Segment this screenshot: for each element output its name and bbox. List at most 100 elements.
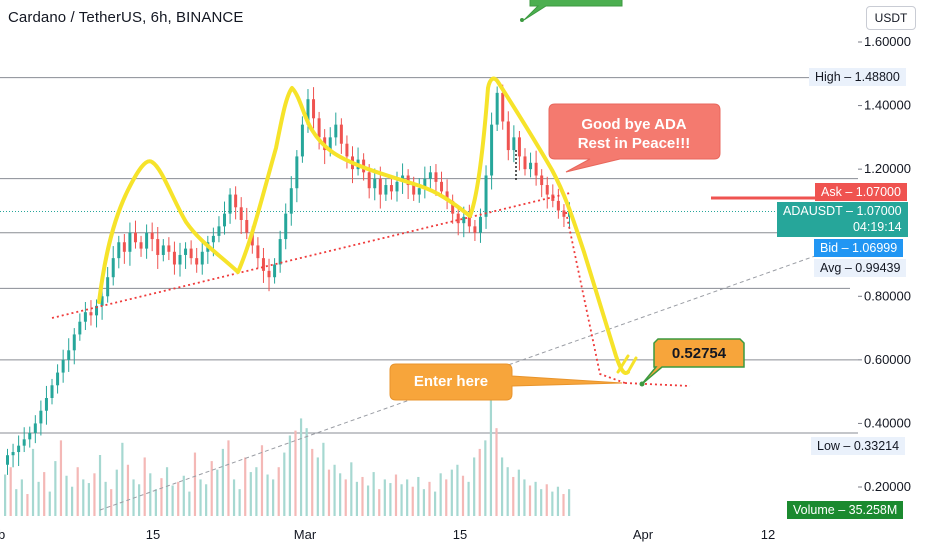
candle-body: [517, 137, 521, 157]
candle-body: [556, 200, 560, 211]
candle-body: [117, 242, 121, 259]
candle-body: [156, 239, 160, 255]
candle-body: [456, 213, 460, 224]
volume-bar: [551, 491, 554, 516]
candle-body: [83, 312, 87, 322]
last-price-label: ADAUSDT – 1.07000 04:19:14: [777, 202, 908, 237]
head-and-shoulders-drawing: [97, 76, 630, 375]
volume-bar: [260, 445, 264, 516]
candle-body: [172, 251, 176, 265]
x-tick-label: Mar: [294, 527, 317, 542]
candle-body: [445, 191, 449, 201]
candle-body: [17, 445, 21, 453]
volume-bar: [15, 489, 18, 516]
low-label: Low – 0.33214: [811, 437, 906, 455]
volume-bar: [439, 473, 442, 516]
candle-body: [328, 137, 332, 151]
high-label-name: High: [815, 70, 841, 84]
currency-button[interactable]: USDT: [866, 6, 916, 30]
volume-bar: [104, 481, 107, 516]
candle-body: [239, 207, 243, 220]
goodbye-text-line1: Good bye ADA: [581, 116, 686, 133]
candle-body: [78, 321, 82, 335]
candle-body: [317, 118, 321, 138]
volume-bar: [366, 485, 370, 516]
y-tick-label: 0.60000: [864, 352, 911, 367]
bid-label-value: 1.06999: [852, 241, 898, 255]
volume-bar: [517, 469, 520, 516]
candle-body: [545, 185, 549, 195]
drawing-arrowhead: [616, 354, 638, 374]
x-tick-label: 15: [146, 527, 160, 542]
candle-body: [490, 124, 494, 176]
candle-body: [289, 188, 293, 214]
volume-bar: [43, 472, 46, 516]
volume-bar: [422, 489, 426, 516]
candle-body: [278, 239, 282, 265]
low-label-value: 0.33214: [853, 439, 900, 453]
volume-bar: [500, 457, 504, 516]
candles: [6, 84, 571, 475]
candle-body: [345, 143, 349, 157]
volume-bar: [305, 428, 308, 516]
volume-bar: [188, 491, 191, 516]
volume-bar: [495, 428, 498, 516]
volume-bar: [76, 467, 79, 516]
target-price-text: 0.52754: [672, 345, 727, 362]
horizontal-levels: [0, 77, 858, 434]
volume-bar: [249, 472, 252, 516]
volume-bar: [266, 474, 269, 516]
candle-body: [495, 92, 499, 125]
volume-bar: [350, 462, 353, 516]
volume-bar: [456, 464, 459, 516]
candle-body: [128, 232, 132, 252]
candle-body: [367, 172, 371, 189]
volume-bar: [568, 489, 571, 516]
candle-body: [6, 455, 9, 465]
candle-body: [501, 92, 505, 122]
volume-bar: [71, 486, 74, 516]
candle-body: [133, 232, 137, 243]
volume-bar: [98, 455, 102, 516]
volume-bar: [428, 481, 431, 516]
volume-bar: [467, 481, 470, 516]
candle-body: [11, 452, 15, 456]
candle-body: [200, 251, 204, 265]
candle-body: [61, 359, 65, 373]
volume-bar: [411, 486, 414, 516]
volume-bar: [59, 440, 63, 516]
candle-body: [195, 258, 199, 265]
y-tick-label: 0.40000: [864, 415, 911, 430]
candle-body: [440, 181, 444, 192]
candle-body: [256, 245, 260, 259]
volume-bar: [171, 485, 174, 516]
symbol-title: Cardano / TetherUS, 6h, BINANCE: [8, 9, 244, 26]
volume-bar: [378, 489, 381, 516]
price-axis: 1.60000 1.40000 1.20000 0.80000 0.60000 0.400…: [858, 34, 911, 494]
candle-body: [122, 242, 126, 252]
candle-body: [22, 439, 26, 446]
volume-bar: [311, 448, 314, 516]
volume-bar: [417, 476, 420, 516]
avg-label: Avg – 0.99439: [814, 259, 907, 277]
volume-bar: [9, 467, 12, 516]
x-tick-label: 15: [453, 527, 467, 542]
volume-bar: [205, 484, 208, 516]
candle-body: [245, 220, 249, 233]
avg-label-value: 0.99439: [855, 261, 901, 275]
candle-body: [300, 124, 304, 157]
volume-label-name: Volume: [793, 503, 835, 517]
volume-bar: [227, 440, 230, 516]
candle-body: [228, 194, 232, 214]
drawing-overlays: Good bye ADA Rest in Peace!!! Enter here 0.…: [51, 0, 816, 511]
candle-body: [484, 175, 488, 217]
volume-bar: [512, 476, 515, 516]
last-price-symbol: ADAUSDT: [783, 204, 843, 218]
y-tick-label: 1.60000: [864, 34, 911, 49]
volume-bar: [31, 448, 35, 516]
candle-body: [373, 178, 377, 189]
volume-bar: [445, 479, 448, 516]
volume-bar: [489, 394, 493, 516]
